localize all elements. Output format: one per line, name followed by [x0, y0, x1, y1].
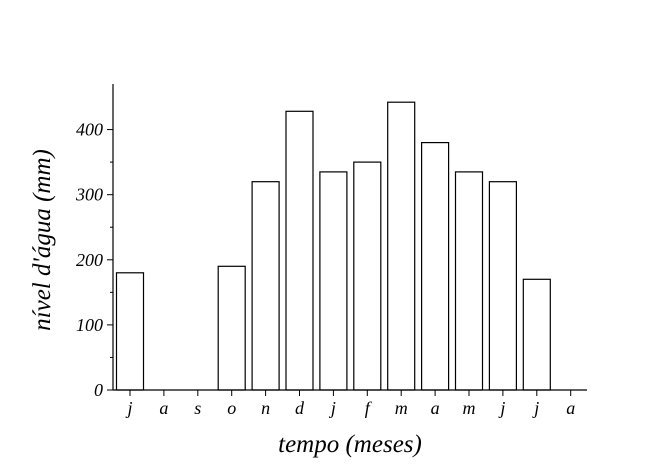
y-tick-label-2: 200: [76, 250, 103, 270]
y-tick-label-3: 300: [75, 185, 103, 205]
x-tick-label-8: m: [395, 398, 408, 418]
bar-6: [319, 171, 348, 391]
y-tick-label-1: 100: [76, 315, 103, 335]
bar-0: [115, 272, 145, 391]
x-tick-label-9: a: [431, 398, 440, 418]
y-tick-label-4: 400: [76, 120, 103, 140]
x-tick-label-7: f: [365, 398, 373, 418]
bar-9: [421, 142, 450, 391]
y-axis-ticks: 0 100 200 300 400: [75, 120, 113, 400]
x-tick-label-6: j: [329, 398, 336, 418]
x-tick-label-5: d: [295, 398, 305, 418]
bar-7: [353, 161, 382, 391]
x-tick-label-11: j: [498, 398, 505, 418]
x-tick-label-3: o: [227, 398, 236, 418]
bars-group: [115, 101, 551, 391]
x-tick-label-0: j: [125, 398, 132, 418]
x-tick-label-1: a: [159, 398, 168, 418]
x-tick-label-10: m: [463, 398, 476, 418]
y-axis-title: nível d'água (mm): [29, 149, 56, 331]
bar-8: [387, 101, 416, 391]
x-tick-label-2: s: [194, 398, 201, 418]
bar-12: [522, 278, 551, 391]
y-tick-label-0: 0: [94, 380, 103, 400]
x-tick-label-13: a: [566, 398, 575, 418]
bar-4: [251, 181, 280, 391]
bar-11: [488, 181, 517, 391]
bar-3: [217, 265, 246, 391]
x-tick-label-4: n: [261, 398, 270, 418]
bar-10: [454, 171, 484, 391]
x-axis-title: tempo (meses): [278, 431, 422, 458]
x-tick-label-12: j: [532, 398, 539, 418]
bar-5: [285, 110, 314, 391]
